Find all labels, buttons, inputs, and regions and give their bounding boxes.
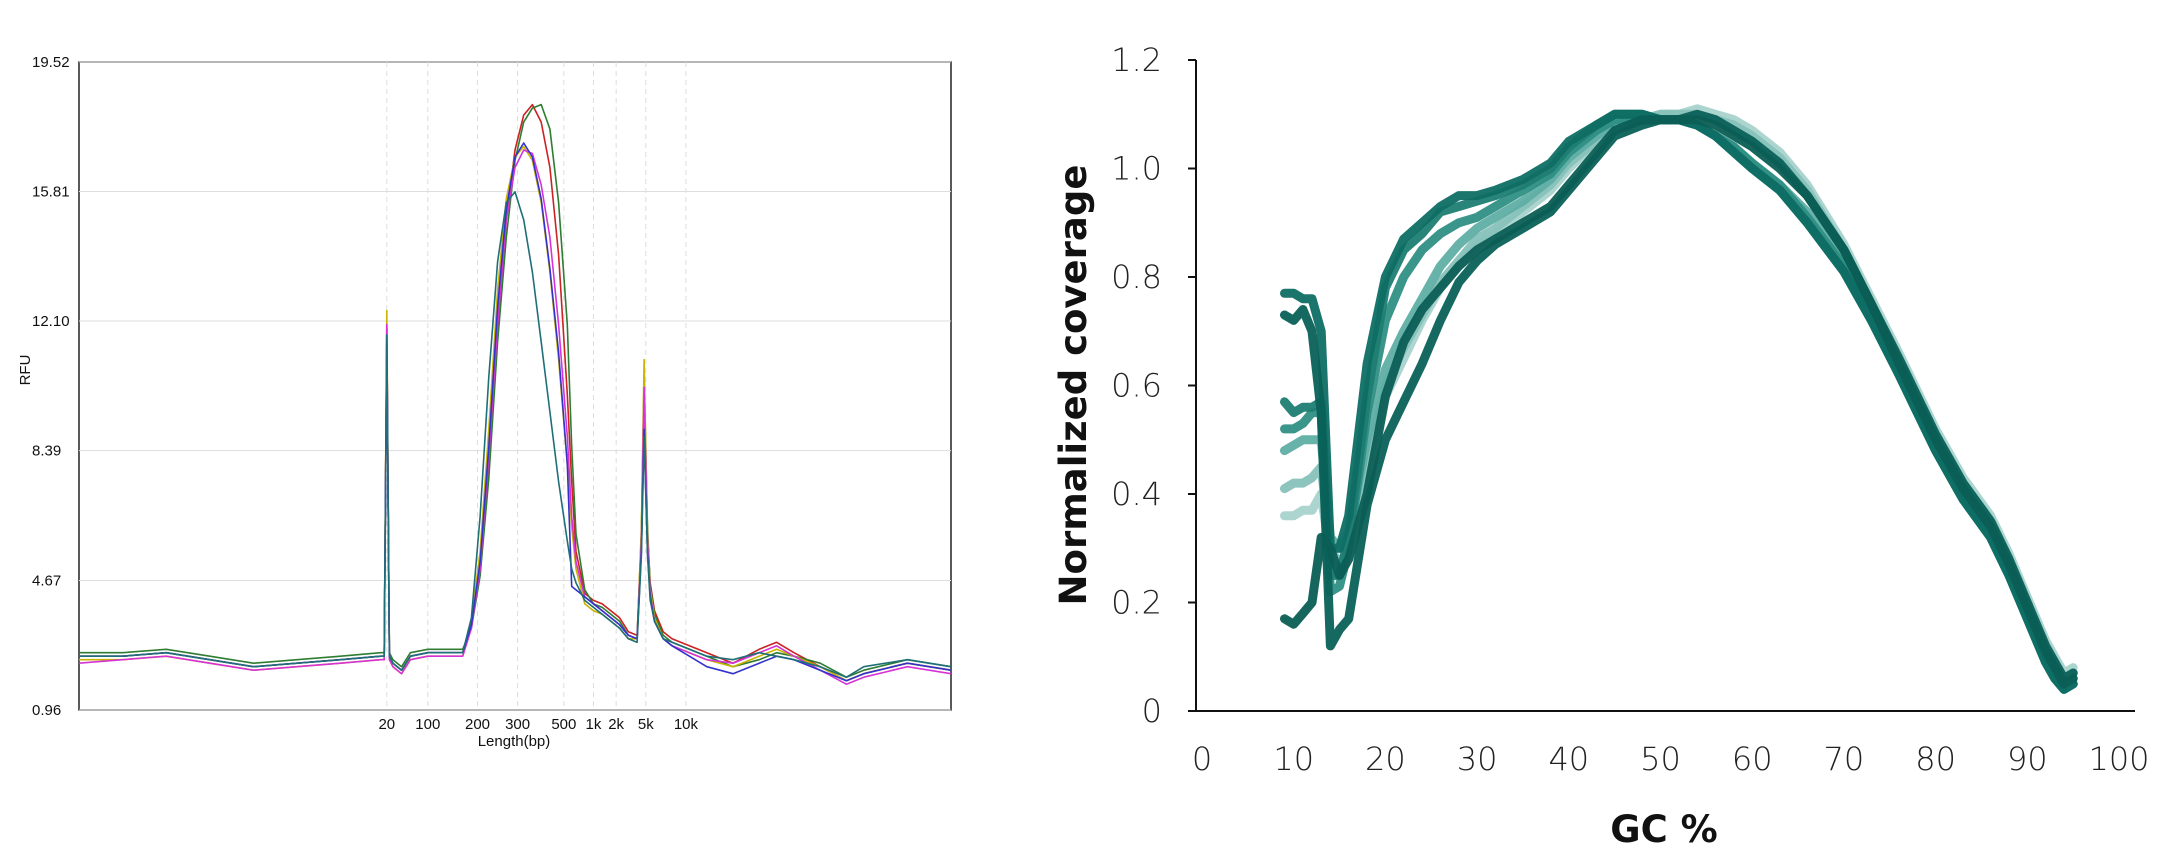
gc-coverage-x-tick-label: 20 bbox=[1365, 740, 1406, 778]
electropherogram-y-tick-label: 4.67 bbox=[32, 572, 61, 589]
gc-coverage-series-line-8 bbox=[1280, 115, 2078, 689]
electropherogram-x-axis-title: Length(bp) bbox=[478, 733, 551, 750]
gc-coverage-y-tick-label: 0.2 bbox=[1111, 584, 1162, 622]
gc-coverage-series-line-7 bbox=[1280, 109, 2078, 683]
gc-coverage-x-ticks: 0 10 20 30 40 50 60 70 80 90 100 bbox=[1192, 740, 2150, 778]
electropherogram-chart: 19.52 15.81 12.10 8.39 4.67 0.96 20 100 200 300 5… bbox=[17, 54, 952, 750]
electropherogram-y-tick-label: 8.39 bbox=[32, 443, 61, 460]
electropherogram-x-tick-label: 20 bbox=[378, 716, 395, 733]
gc-coverage-y-ticks: 1.2 1.0 0.8 0.6 0.4 0.2 0 bbox=[1111, 41, 1196, 730]
electropherogram-y-tick-label: 15.81 bbox=[32, 184, 70, 201]
gc-coverage-series-line-5 bbox=[1280, 109, 2078, 694]
gc-coverage-x-tick-label: 100 bbox=[2088, 740, 2149, 778]
electropherogram-y-tick-label: 0.96 bbox=[32, 702, 61, 719]
gc-coverage-x-tick-label: 40 bbox=[1548, 740, 1589, 778]
electropherogram-x-ticks: 20 100 200 300 500 1k 2k 5k 10k bbox=[378, 716, 698, 733]
electropherogram-x-tick-label: 1k bbox=[586, 716, 602, 733]
electropherogram-x-tick-label: 5k bbox=[638, 716, 654, 733]
gc-coverage-x-tick-label: 30 bbox=[1457, 740, 1498, 778]
gc-coverage-series-line-3 bbox=[1280, 115, 2078, 689]
gc-coverage-series-line-1 bbox=[1280, 104, 2078, 678]
electropherogram-x-tick-label: 10k bbox=[674, 716, 699, 733]
gc-coverage-series-line-6 bbox=[1280, 109, 2078, 694]
gc-coverage-x-tick-label: 60 bbox=[1732, 740, 1773, 778]
electropherogram-grid bbox=[79, 61, 951, 711]
electropherogram-y-tick-label: 19.52 bbox=[32, 54, 70, 71]
gc-coverage-y-tick-label: 0.8 bbox=[1111, 258, 1162, 296]
gc-coverage-x-tick-label: 90 bbox=[2007, 740, 2048, 778]
gc-coverage-y-tick-label: 0 bbox=[1142, 692, 1162, 730]
electropherogram-y-tick-label: 12.10 bbox=[32, 313, 70, 330]
gc-coverage-series bbox=[1280, 104, 2078, 694]
electropherogram-y-axis-title: RFU bbox=[17, 355, 34, 386]
gc-coverage-x-axis-title: GC % bbox=[1610, 808, 1717, 851]
gc-coverage-x-tick-label: 80 bbox=[1915, 740, 1956, 778]
gc-coverage-x-tick-label: 10 bbox=[1273, 740, 1314, 778]
electropherogram-x-tick-label: 300 bbox=[505, 716, 530, 733]
gc-coverage-series-line-2 bbox=[1280, 109, 2078, 683]
gc-coverage-y-tick-label: 0.6 bbox=[1111, 367, 1162, 405]
electropherogram-series-line-6 bbox=[79, 191, 952, 678]
gc-coverage-x-tick-label: 0 bbox=[1192, 740, 1212, 778]
electropherogram-series-line-4 bbox=[78, 149, 952, 685]
gc-coverage-y-axis-title: Normalized coverage bbox=[1052, 165, 1095, 606]
electropherogram-x-tick-label: 100 bbox=[415, 716, 440, 733]
gc-coverage-y-tick-label: 1.0 bbox=[1111, 150, 1162, 188]
electropherogram-x-tick-label: 2k bbox=[608, 716, 624, 733]
gc-coverage-x-tick-label: 50 bbox=[1640, 740, 1681, 778]
gc-coverage-x-tick-label: 70 bbox=[1824, 740, 1865, 778]
gc-coverage-y-tick-label: 0.4 bbox=[1111, 475, 1162, 513]
electropherogram-series bbox=[78, 103, 952, 685]
electropherogram-x-tick-label: 200 bbox=[465, 716, 490, 733]
gc-coverage-y-tick-label: 1.2 bbox=[1111, 41, 1162, 79]
electropherogram-x-tick-label: 500 bbox=[551, 716, 576, 733]
gc-coverage-series-line-4 bbox=[1280, 115, 2078, 694]
electropherogram-y-ticks: 19.52 15.81 12.10 8.39 4.67 0.96 bbox=[32, 54, 70, 719]
